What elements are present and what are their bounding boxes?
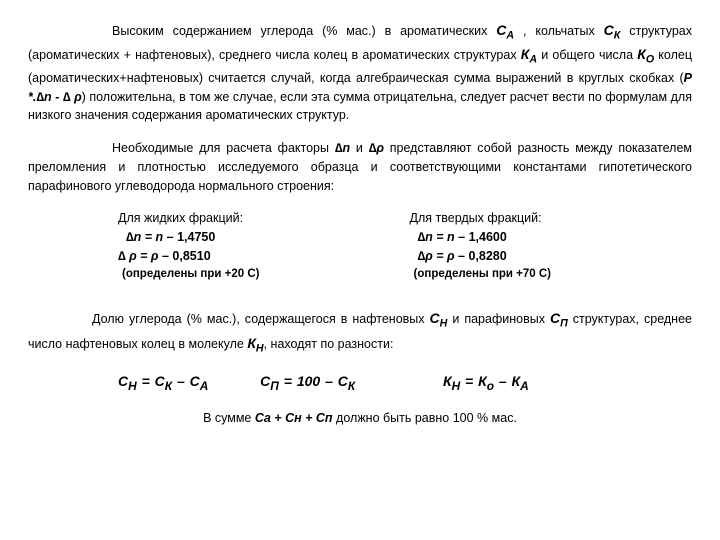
f3: КН = Ко – КА: [443, 373, 529, 389]
eq: = К: [460, 373, 487, 389]
paragraph-high-carbon: Высоким содержанием углерода (% мас.) в …: [28, 20, 692, 125]
c: С: [260, 373, 270, 389]
liquid-header: Для жидких фракций:: [118, 209, 260, 228]
fraction-columns: Для жидких фракций: ∆n = n – 1,4750 ∆ ρ …: [28, 209, 692, 283]
text: и парафиновых: [452, 312, 550, 326]
subscript-k: К: [614, 30, 621, 42]
lhs: ∆n = n: [418, 230, 459, 244]
rhs: – 0,8510: [162, 249, 211, 263]
symbol-c: С: [496, 22, 506, 38]
text: и общего числа: [541, 48, 637, 62]
text: , находят по разности:: [264, 337, 394, 351]
liquid-column: Для жидких фракций: ∆n = n – 1,4750 ∆ ρ …: [118, 209, 260, 283]
minus: – К: [494, 373, 520, 389]
text: должно быть равно 100 % мас.: [333, 411, 517, 425]
text: , кольчатых: [523, 24, 604, 38]
sum-expr: Cа + Сн + Сп: [255, 411, 333, 425]
paragraph-fraction: Долю углерода (% мас.), содержащегося в …: [28, 307, 692, 358]
symbol-k: К: [247, 335, 256, 351]
solid-drho: ∆ρ = ρ – 0,8280: [410, 247, 552, 266]
symbol-k: К: [637, 46, 646, 62]
lhs: ∆ρ = ρ: [418, 249, 459, 263]
f1: СН = СК – СА: [118, 373, 213, 389]
sub: А: [520, 378, 529, 392]
sub: К: [348, 378, 355, 392]
symbol-c: С: [430, 310, 440, 326]
liquid-dn: ∆n = n – 1,4750: [118, 228, 260, 247]
sub: Н: [128, 378, 137, 392]
paragraph-factors: Необходимые для расчета факторы ∆n и ∆ρ …: [28, 139, 692, 195]
subscript-a: А: [529, 54, 537, 66]
subscript-n: Н: [256, 343, 264, 355]
liquid-drho: ∆ ρ = ρ – 0,8510: [118, 247, 260, 266]
lhs: ∆ ρ = ρ: [118, 249, 162, 263]
text: и: [350, 141, 369, 155]
sub: К: [165, 378, 172, 392]
symbol-c: С: [604, 22, 614, 38]
subscript-o: О: [646, 54, 654, 66]
k: К: [443, 373, 452, 389]
text: В сумме: [203, 411, 255, 425]
rhs: – 0,8280: [458, 249, 507, 263]
c: С: [118, 373, 128, 389]
delta-rho: ∆ρ: [369, 141, 384, 155]
formula-row: СН = СК – СА СП = 100 – СК КН = Ко – КА: [28, 371, 692, 396]
solid-dn: ∆n = n – 1,4600: [410, 228, 552, 247]
solid-defined: (определены при +70 С): [410, 266, 552, 283]
sub: А: [200, 378, 209, 392]
text: Высоким содержанием углерода (% мас.) в …: [112, 24, 496, 38]
symbol-c: С: [550, 310, 560, 326]
minus: – С: [172, 373, 200, 389]
solid-column: Для твердых фракций: ∆n = n – 1,4600 ∆ρ …: [410, 209, 552, 283]
sum-line: В сумме Cа + Сн + Сп должно быть равно 1…: [28, 409, 692, 428]
sub: Н: [452, 378, 461, 392]
subscript-p: П: [560, 317, 568, 329]
rhs: – 1,4750: [163, 230, 215, 244]
sub: П: [270, 378, 279, 392]
delta-n: ∆n: [335, 141, 350, 155]
eq: = 100 – С: [279, 373, 348, 389]
subscript-a: А: [506, 30, 514, 42]
text: ) положительна, в том же случае, если эт…: [28, 90, 692, 123]
eq: = С: [137, 373, 165, 389]
sub: о: [487, 378, 494, 392]
text: Долю углерода (% мас.), содержащегося в …: [92, 312, 430, 326]
rhs: – 1,4600: [458, 230, 507, 244]
solid-header: Для твердых фракций:: [410, 209, 552, 228]
subscript-n: Н: [440, 317, 448, 329]
text: Необходимые для расчета факторы: [112, 141, 335, 155]
liquid-defined: (определены при +20 С): [118, 266, 260, 283]
f2: СП = 100 – СК: [260, 373, 360, 389]
lhs: ∆n = n: [126, 230, 163, 244]
